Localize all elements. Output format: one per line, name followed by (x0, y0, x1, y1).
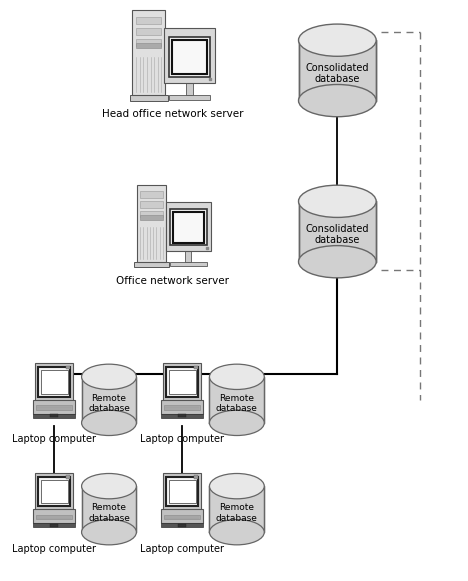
FancyBboxPatch shape (41, 370, 68, 394)
FancyBboxPatch shape (134, 261, 169, 267)
FancyBboxPatch shape (66, 366, 70, 370)
Ellipse shape (299, 84, 376, 117)
FancyBboxPatch shape (50, 523, 58, 527)
FancyBboxPatch shape (166, 476, 198, 507)
Polygon shape (210, 486, 264, 532)
FancyBboxPatch shape (140, 201, 162, 207)
FancyBboxPatch shape (163, 363, 201, 401)
FancyBboxPatch shape (50, 414, 58, 417)
Polygon shape (81, 486, 136, 532)
FancyBboxPatch shape (186, 83, 193, 95)
Ellipse shape (210, 410, 264, 436)
Text: Consolidated
database: Consolidated database (306, 63, 369, 84)
FancyBboxPatch shape (66, 475, 70, 479)
FancyBboxPatch shape (132, 10, 165, 95)
FancyBboxPatch shape (33, 414, 75, 418)
FancyBboxPatch shape (161, 400, 203, 414)
Polygon shape (210, 377, 264, 423)
Ellipse shape (299, 246, 376, 278)
FancyBboxPatch shape (164, 406, 200, 410)
FancyBboxPatch shape (38, 476, 70, 507)
FancyBboxPatch shape (35, 472, 73, 511)
FancyBboxPatch shape (37, 406, 72, 410)
Polygon shape (81, 377, 136, 423)
FancyBboxPatch shape (140, 215, 162, 220)
FancyBboxPatch shape (194, 475, 198, 479)
FancyBboxPatch shape (161, 523, 203, 528)
Ellipse shape (299, 185, 376, 217)
FancyBboxPatch shape (178, 523, 186, 527)
FancyBboxPatch shape (41, 480, 68, 504)
FancyBboxPatch shape (37, 515, 72, 519)
Ellipse shape (81, 364, 136, 389)
Text: Laptop computer: Laptop computer (12, 435, 96, 444)
Ellipse shape (210, 474, 264, 499)
Text: Remote
database: Remote database (216, 503, 258, 522)
Text: Head office network server: Head office network server (102, 109, 244, 119)
FancyBboxPatch shape (185, 251, 191, 261)
FancyBboxPatch shape (137, 39, 161, 46)
FancyBboxPatch shape (161, 414, 203, 418)
Text: Laptop computer: Laptop computer (140, 435, 224, 444)
FancyBboxPatch shape (166, 202, 211, 251)
FancyBboxPatch shape (173, 212, 204, 243)
FancyBboxPatch shape (137, 28, 161, 35)
Ellipse shape (81, 410, 136, 436)
FancyBboxPatch shape (194, 366, 198, 370)
Polygon shape (299, 40, 376, 101)
FancyBboxPatch shape (35, 363, 73, 401)
FancyBboxPatch shape (169, 95, 210, 100)
Text: Remote
database: Remote database (88, 394, 130, 413)
Ellipse shape (210, 519, 264, 545)
FancyBboxPatch shape (33, 523, 75, 528)
FancyBboxPatch shape (33, 400, 75, 414)
FancyBboxPatch shape (168, 370, 196, 394)
Ellipse shape (81, 474, 136, 499)
FancyBboxPatch shape (161, 509, 203, 523)
Text: Office network server: Office network server (117, 276, 229, 286)
FancyBboxPatch shape (170, 261, 207, 266)
FancyBboxPatch shape (163, 472, 201, 511)
FancyBboxPatch shape (140, 211, 162, 217)
Text: Laptop computer: Laptop computer (140, 544, 224, 554)
FancyBboxPatch shape (33, 509, 75, 523)
FancyBboxPatch shape (168, 480, 196, 504)
Text: Consolidated
database: Consolidated database (306, 224, 369, 245)
FancyBboxPatch shape (137, 43, 161, 48)
Polygon shape (299, 201, 376, 261)
Ellipse shape (299, 24, 376, 56)
FancyBboxPatch shape (164, 28, 215, 83)
FancyBboxPatch shape (170, 209, 207, 245)
Text: Remote
database: Remote database (216, 394, 258, 413)
FancyBboxPatch shape (169, 37, 210, 77)
FancyBboxPatch shape (178, 414, 186, 417)
Ellipse shape (210, 364, 264, 389)
Text: Remote
database: Remote database (88, 503, 130, 522)
FancyBboxPatch shape (137, 17, 161, 24)
FancyBboxPatch shape (130, 95, 168, 101)
Text: Laptop computer: Laptop computer (12, 544, 96, 554)
FancyBboxPatch shape (38, 367, 70, 397)
FancyBboxPatch shape (137, 185, 166, 261)
Ellipse shape (81, 519, 136, 545)
FancyBboxPatch shape (166, 367, 198, 397)
FancyBboxPatch shape (172, 40, 207, 74)
FancyBboxPatch shape (140, 191, 162, 198)
FancyBboxPatch shape (164, 515, 200, 519)
